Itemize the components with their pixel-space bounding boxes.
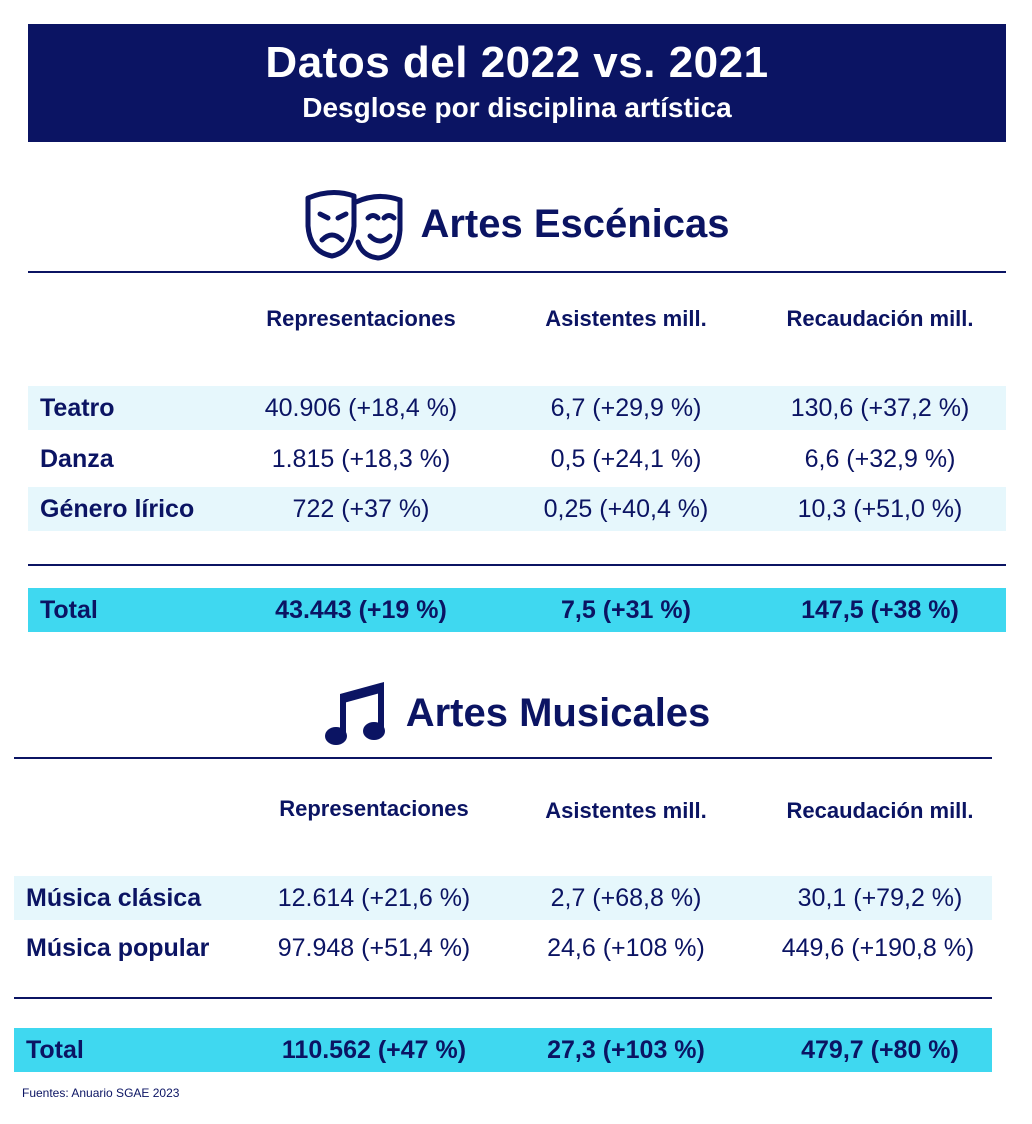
cell-asistentes: 2,7 (+68,8 %) bbox=[550, 884, 702, 912]
section-head-escenicas: Artes Escénicas bbox=[0, 186, 1032, 262]
table-row: Danza 1.815 (+18,3 %) 0,5 (+24,1 %) 6,6 … bbox=[28, 437, 1006, 481]
theater-masks-icon bbox=[305, 190, 403, 261]
section-head-musicales: Artes Musicales bbox=[0, 676, 1032, 750]
table-row: Música popular 97.948 (+51,4 %) 24,6 (+1… bbox=[14, 926, 992, 970]
cell-representaciones: 1.815 (+18,3 %) bbox=[271, 445, 451, 473]
table-row: Género lírico 722 (+37 %) 0,25 (+40,4 %)… bbox=[28, 487, 1006, 531]
total-row: Total 43.443 (+19 %) 7,5 (+31 %) 147,5 (… bbox=[28, 588, 1006, 632]
divider-escenicas-top bbox=[28, 271, 1006, 273]
cell-recaudacion: 147,5 (+38 %) bbox=[801, 596, 959, 624]
row-label: Música clásica bbox=[26, 884, 202, 912]
cell-asistentes: 7,5 (+31 %) bbox=[561, 596, 691, 624]
col-header-recaudacion: Recaudación mill. bbox=[786, 798, 974, 823]
cell-representaciones: 12.614 (+21,6 %) bbox=[277, 884, 471, 912]
row-label: Género lírico bbox=[40, 495, 195, 523]
cell-recaudacion: 6,6 (+32,9 %) bbox=[804, 445, 956, 473]
cell-recaudacion: 10,3 (+51,0 %) bbox=[797, 495, 963, 523]
cell-asistentes: 27,3 (+103 %) bbox=[547, 1036, 705, 1064]
cell-asistentes: 6,7 (+29,9 %) bbox=[550, 394, 702, 422]
section-title-escenicas: Artes Escénicas bbox=[420, 201, 730, 246]
cell-representaciones: 722 (+37 %) bbox=[292, 495, 430, 523]
cell-representaciones: 43.443 (+19 %) bbox=[275, 596, 447, 624]
cell-asistentes: 0,25 (+40,4 %) bbox=[543, 495, 709, 523]
col-header-asistentes: Asistentes mill. bbox=[545, 306, 707, 331]
table-row: Música clásica 12.614 (+21,6 %) 2,7 (+68… bbox=[14, 876, 992, 920]
col-header-representaciones: Representaciones bbox=[266, 306, 456, 331]
row-label: Teatro bbox=[40, 394, 115, 422]
cell-representaciones: 97.948 (+51,4 %) bbox=[277, 934, 471, 962]
col-header-asistentes: Asistentes mill. bbox=[545, 798, 707, 823]
cell-recaudacion: 479,7 (+80 %) bbox=[801, 1036, 959, 1064]
music-note-icon bbox=[324, 682, 385, 745]
col-header-representaciones: Representaciones bbox=[279, 796, 469, 821]
source-note: Fuentes: Anuario SGAE 2023 bbox=[22, 1086, 180, 1100]
row-label: Danza bbox=[40, 445, 114, 473]
cell-representaciones: 110.562 (+47 %) bbox=[281, 1036, 467, 1064]
row-label: Total bbox=[26, 1036, 84, 1064]
divider-musicales-bottom bbox=[14, 997, 992, 999]
cell-recaudacion: 130,6 (+37,2 %) bbox=[790, 394, 970, 422]
row-label: Total bbox=[40, 596, 98, 624]
page-subtitle: Desglose por disciplina artística bbox=[302, 92, 732, 123]
header-banner: Datos del 2022 vs. 2021 Desglose por dis… bbox=[28, 24, 1006, 142]
cell-representaciones: 40.906 (+18,4 %) bbox=[264, 394, 458, 422]
section-title-musicales: Artes Musicales bbox=[405, 690, 711, 735]
divider-escenicas-bottom bbox=[28, 564, 1006, 566]
col-header-recaudacion: Recaudación mill. bbox=[786, 306, 974, 331]
cell-asistentes: 24,6 (+108 %) bbox=[547, 934, 705, 962]
divider-musicales-top bbox=[14, 757, 992, 759]
row-label: Música popular bbox=[26, 934, 210, 962]
cell-asistentes: 0,5 (+24,1 %) bbox=[550, 445, 702, 473]
page-title: Datos del 2022 vs. 2021 bbox=[265, 38, 769, 87]
table-row: Teatro 40.906 (+18,4 %) 6,7 (+29,9 %) 13… bbox=[28, 386, 1006, 430]
cell-recaudacion: 30,1 (+79,2 %) bbox=[797, 884, 963, 912]
total-row: Total 110.562 (+47 %) 27,3 (+103 %) 479,… bbox=[14, 1028, 992, 1072]
cell-recaudacion: 449,6 (+190,8 %) bbox=[781, 934, 975, 962]
